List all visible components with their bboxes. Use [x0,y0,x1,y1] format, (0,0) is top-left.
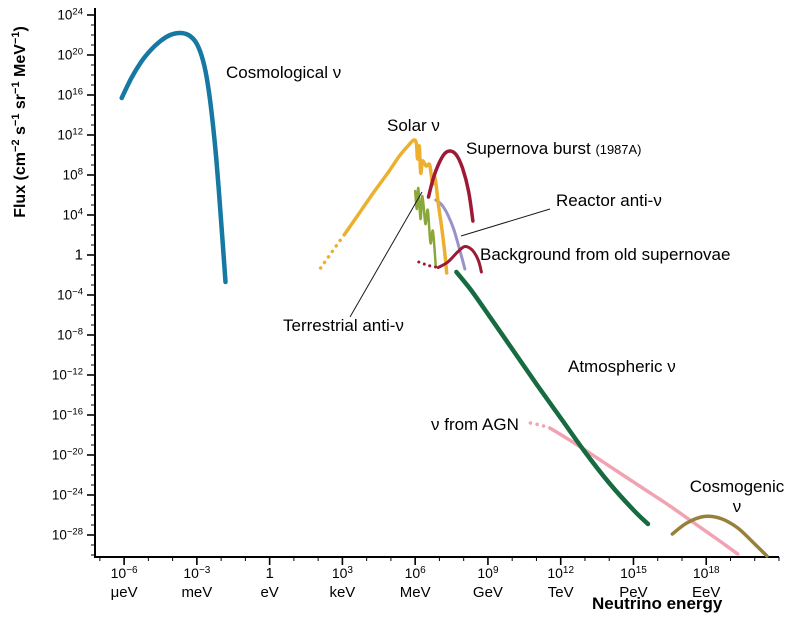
x-tick-unit: μeV [111,584,138,601]
y-tick-label: 10−16 [52,407,83,423]
x-tick-unit: EeV [692,584,720,601]
x-tick-label: 109 [477,565,499,581]
series-solar-dotted [318,232,347,270]
series-cosmogenic [670,514,769,558]
annotation-agn: ν from AGN [431,415,519,434]
series-from-agn-dotted [528,421,552,430]
x-tick-label: 1 [265,565,273,582]
y-axis-title: Flux (cm−2 s−1 sr−1 MeV−1) [10,26,29,218]
annotation-leader-terrestrial [349,191,423,318]
y-tick-label: 1020 [57,47,83,63]
annotation-reactor: Reactor anti-ν [556,191,662,210]
x-tick-label: 1018 [693,565,720,581]
x-tick-unit: meV [181,584,212,601]
y-tick-label: 10−12 [52,367,83,383]
series-background-from-old-supernovae-dotted [417,260,440,269]
x-tick-unit: eV [260,584,278,601]
x-tick-unit: MeV [400,584,431,601]
x-tick-label: 1015 [620,565,647,581]
annotation-supernova-burst: Supernova burst (1987A) [466,139,641,158]
x-tick-label: 106 [405,565,427,581]
annotation-leader-reactor [460,208,551,237]
annotation-atmospheric: Atmospheric ν [568,357,676,376]
y-tick-label: 10−8 [57,327,83,343]
y-tick-label: 10−24 [52,487,83,503]
x-tick-label: 103 [332,565,354,581]
y-tick-label: 10−28 [52,527,83,543]
x-tick-unit: GeV [473,584,503,601]
series-supernova-burst-1987a [426,149,475,223]
y-tick-label: 104 [63,207,83,223]
x-tick-unit: keV [329,584,355,601]
y-tick-label: 1 [75,247,83,264]
y-tick-label: 1024 [57,7,83,23]
series-atmospheric [454,269,651,527]
annotation-cosmogenic: Cosmogenic [690,477,785,496]
x-tick-label: 10−6 [111,565,138,581]
annotation-cosmogenic-line2: ν [733,497,742,516]
y-tick-label: 1016 [57,87,83,103]
y-tick-label: 10−4 [57,287,83,303]
series-cosmological [119,30,228,285]
annotation-terrestrial: Terrestrial anti-ν [283,316,404,335]
x-tick-label: 1012 [547,565,574,581]
series-reactor-anti [434,198,467,271]
annotation-x-axis-title: Neutrino energy [592,594,723,613]
y-tick-label: 10−20 [52,447,83,463]
x-tick-label: 10−3 [183,565,210,581]
series-solar [343,138,449,275]
annotation-solar: Solar ν [387,116,440,135]
annotation-cosmological: Cosmological ν [226,63,341,82]
annotation-old-supernovae: Background from old supernovae [480,245,730,264]
series-terrestrial-anti [413,186,438,269]
y-tick-label: 1012 [57,127,83,143]
x-tick-unit: PeV [619,584,647,601]
y-tick-label: 108 [63,167,83,183]
x-tick-unit: TeV [548,584,574,601]
series-background-from-old-supernovae [436,244,483,274]
